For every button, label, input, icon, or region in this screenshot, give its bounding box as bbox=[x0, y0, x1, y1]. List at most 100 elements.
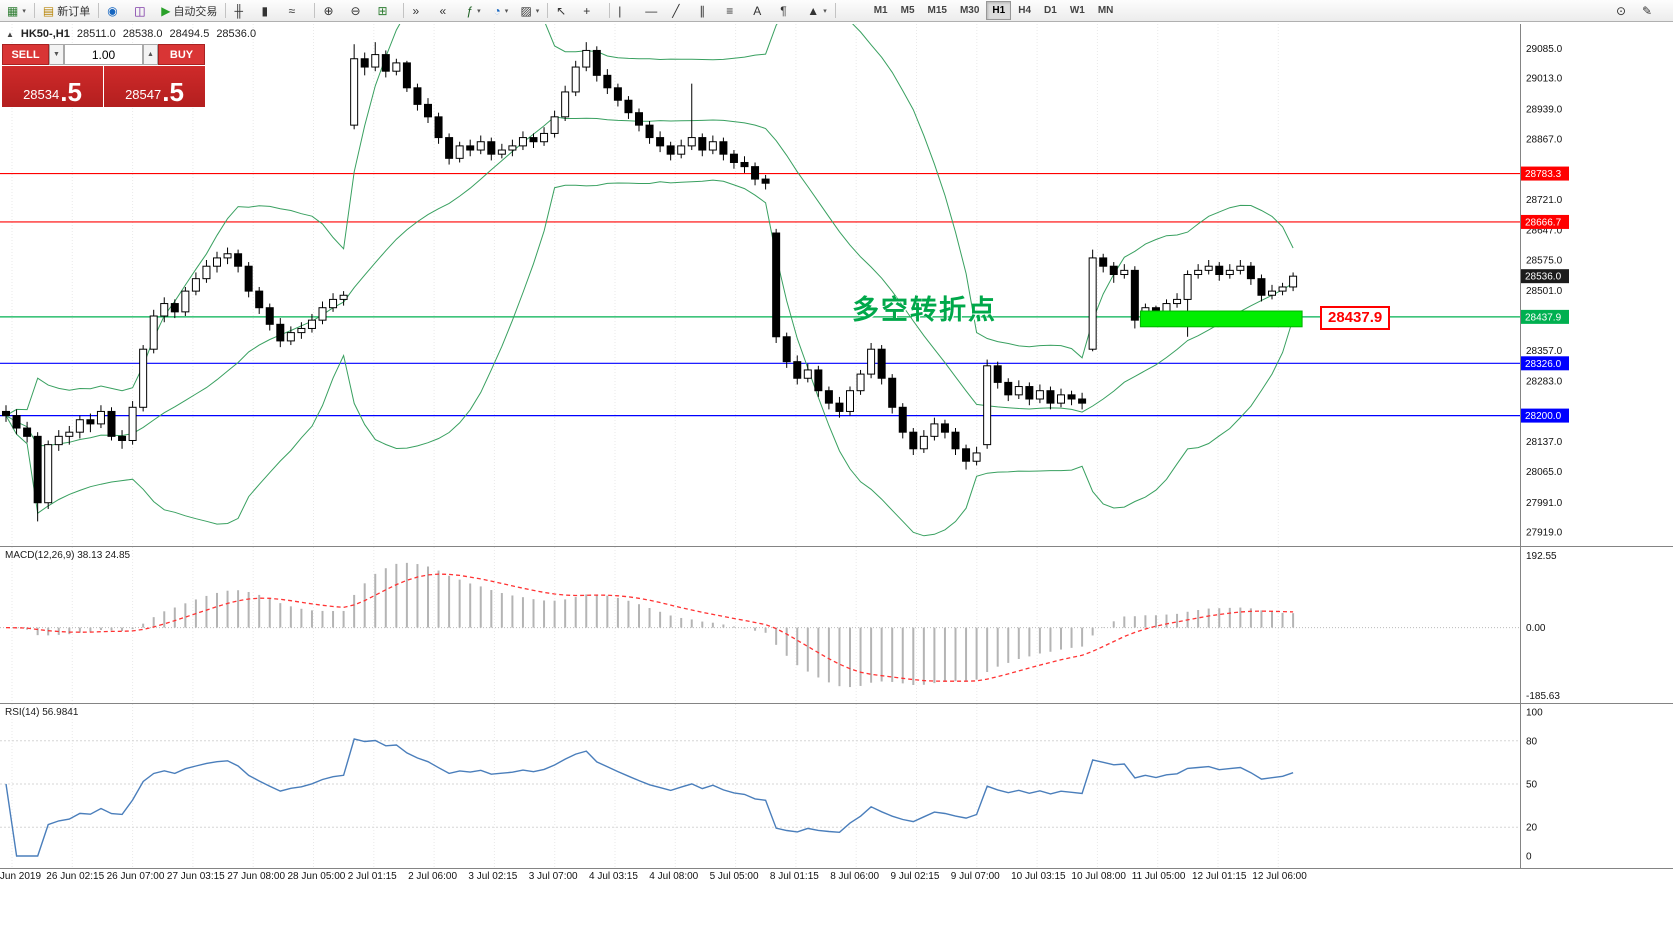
toolbar-separator bbox=[225, 3, 227, 18]
horizontal-lines-layer[interactable] bbox=[0, 172, 1520, 417]
svg-text:28137.0: 28137.0 bbox=[1526, 437, 1563, 448]
rsi-canvas[interactable]: 100 80 50 20 0 bbox=[0, 704, 1673, 868]
crosshair-button[interactable]: + bbox=[579, 1, 605, 21]
svg-text:28326.0: 28326.0 bbox=[1525, 359, 1562, 370]
price-callout-label[interactable]: 28437.9 bbox=[1320, 306, 1391, 330]
panel-separator[interactable] bbox=[0, 546, 1673, 547]
chevron-down-icon: ▼ bbox=[53, 51, 60, 58]
zoom-out-button[interactable]: ⊖ bbox=[346, 1, 372, 21]
volume-stepper[interactable]: ▲ bbox=[143, 44, 158, 65]
main-chart-panel[interactable]: 29085.0 29013.0 28939.0 28867.0 28721.0 28647… bbox=[0, 0, 1673, 546]
channel-button[interactable]: ∥ bbox=[695, 1, 721, 21]
time-label: 4 Jul 08:00 bbox=[649, 871, 699, 882]
timeframe-d1-button[interactable]: D1 bbox=[1044, 5, 1057, 16]
svg-text:0: 0 bbox=[1526, 852, 1532, 863]
time-label: 10 Jul 03:15 bbox=[1011, 871, 1066, 882]
highlight-rect[interactable] bbox=[1139, 310, 1303, 328]
volume-input[interactable] bbox=[64, 44, 143, 65]
arrows-button[interactable]: ▲ ▾ bbox=[803, 1, 830, 21]
time-label: 10 Jul 08:00 bbox=[1071, 871, 1126, 882]
timeframe-h4-button[interactable]: H4 bbox=[1018, 5, 1032, 16]
market-watch-button[interactable]: ◉ bbox=[103, 1, 129, 21]
auto-scroll-button[interactable]: » bbox=[408, 1, 434, 21]
vertical-line-icon: | bbox=[618, 3, 622, 18]
time-label: 25 Jun 2019 bbox=[0, 871, 42, 882]
text-icon: A bbox=[753, 3, 762, 18]
search-button[interactable]: ⊙ bbox=[1612, 1, 1638, 21]
panel-separator[interactable] bbox=[0, 703, 1673, 704]
indicators-button[interactable]: ƒ ▾ bbox=[462, 1, 488, 21]
svg-text:28939.0: 28939.0 bbox=[1526, 104, 1563, 115]
periods-button[interactable]: ◔ ▾ bbox=[489, 1, 515, 21]
timeframe-m1-button[interactable]: M1 bbox=[873, 5, 888, 16]
panel-separator[interactable] bbox=[0, 868, 1673, 869]
chart-bars-button[interactable]: ╫ bbox=[230, 1, 256, 21]
trendline-button[interactable]: ╱ bbox=[668, 1, 694, 21]
fibonacci-icon: ≡ bbox=[726, 3, 734, 18]
horizontal-line-icon: — bbox=[645, 3, 658, 18]
auto-scroll-icon: » bbox=[412, 3, 420, 18]
timeframe-mn-button[interactable]: MN bbox=[1097, 5, 1114, 16]
timeframe-group: M1 M5 M15 M30 H1 H4 D1 W1 MN bbox=[868, 1, 1120, 20]
timeframe-m15-button[interactable]: M15 bbox=[927, 5, 947, 16]
fibonacci-button[interactable]: ≡ bbox=[722, 1, 748, 21]
chart-candles-button[interactable]: ▮ bbox=[257, 1, 283, 21]
grid-layer bbox=[0, 704, 1520, 868]
new-chart-button[interactable]: ▦ ▾ bbox=[3, 1, 30, 21]
periods-icon: ◔ bbox=[493, 3, 501, 18]
channel-icon: ∥ bbox=[699, 3, 706, 18]
crosshair-icon: + bbox=[583, 3, 591, 18]
chart-shift-button[interactable]: « bbox=[435, 1, 461, 21]
timeframe-m5-button[interactable]: M5 bbox=[900, 5, 915, 16]
macd-canvas[interactable]: 192.55 0.00 -185.63 bbox=[0, 547, 1673, 703]
dropdown-caret-icon: ▾ bbox=[504, 7, 509, 15]
cursor-button[interactable]: ↖ bbox=[552, 1, 578, 21]
svg-text:50: 50 bbox=[1526, 780, 1538, 791]
svg-text:-185.63: -185.63 bbox=[1526, 691, 1560, 702]
rsi-panel[interactable]: 100 80 50 20 0 bbox=[0, 704, 1673, 868]
data-window-button[interactable]: ◫ bbox=[130, 1, 156, 21]
buy-price-panel[interactable]: 28547 .5 bbox=[104, 66, 205, 107]
text-button[interactable]: A bbox=[749, 1, 775, 21]
autotrading-button[interactable]: ▶ 自动交易 bbox=[157, 1, 221, 21]
indicators-icon: ƒ bbox=[466, 3, 474, 18]
text-label-button[interactable]: ¶ bbox=[776, 1, 802, 21]
collapse-triangle-icon[interactable]: ▲ bbox=[6, 29, 14, 39]
chart-line-button[interactable]: ≈ bbox=[284, 1, 310, 21]
rsi-line bbox=[5, 738, 1294, 857]
templates-button[interactable]: ▨ ▾ bbox=[516, 1, 543, 21]
timeframe-w1-button[interactable]: W1 bbox=[1069, 5, 1085, 16]
macd-signal-line bbox=[5, 573, 1294, 682]
macd-scale: 192.55 0.00 -185.63 bbox=[1526, 551, 1560, 702]
vertical-line-button[interactable]: | bbox=[614, 1, 640, 21]
turning-point-annotation[interactable]: 多空转折点 bbox=[852, 295, 997, 325]
timeframe-h1-button[interactable]: H1 bbox=[986, 1, 1012, 20]
buy-button[interactable]: BUY bbox=[158, 44, 205, 65]
horizontal-line-button[interactable]: — bbox=[641, 1, 667, 21]
toolbar-separator bbox=[314, 3, 316, 18]
templates-icon: ▨ bbox=[520, 3, 532, 18]
svg-text:28647.0: 28647.0 bbox=[1526, 226, 1563, 237]
chart-bars-icon: ╫ bbox=[234, 3, 243, 18]
timeframe-m30-button[interactable]: M30 bbox=[959, 5, 980, 16]
tile-windows-button[interactable]: ⊞ bbox=[373, 1, 399, 21]
tile-windows-icon: ⊞ bbox=[377, 3, 388, 18]
macd-panel[interactable]: 192.55 0.00 -185.63 bbox=[0, 547, 1673, 703]
time-label: 2 Jul 01:15 bbox=[347, 871, 397, 882]
ohlc-close: 28536.0 bbox=[216, 28, 257, 40]
new-order-button[interactable]: ▤ 新订单 bbox=[39, 1, 94, 21]
time-label: 12 Jul 01:15 bbox=[1192, 871, 1247, 882]
svg-text:28357.0: 28357.0 bbox=[1526, 346, 1563, 357]
sell-price-panel[interactable]: 28534 .5 bbox=[2, 66, 103, 107]
sell-button[interactable]: SELL bbox=[2, 44, 49, 65]
zoom-in-icon: ⊕ bbox=[323, 3, 334, 18]
svg-text:0.00: 0.00 bbox=[1526, 623, 1546, 634]
chevron-up-icon: ▲ bbox=[147, 51, 154, 58]
chart-line-icon: ≈ bbox=[288, 3, 296, 18]
pin-button[interactable]: ✎ bbox=[1638, 1, 1664, 21]
cursor-icon: ↖ bbox=[556, 3, 567, 18]
main-chart-canvas[interactable]: 29085.0 29013.0 28939.0 28867.0 28721.0 28647… bbox=[0, 0, 1673, 546]
zoom-in-button[interactable]: ⊕ bbox=[319, 1, 345, 21]
macd-indicator-label: MACD(12,26,9) 38.13 24.85 bbox=[5, 550, 131, 561]
volume-dropdown-button[interactable]: ▼ bbox=[49, 44, 64, 65]
